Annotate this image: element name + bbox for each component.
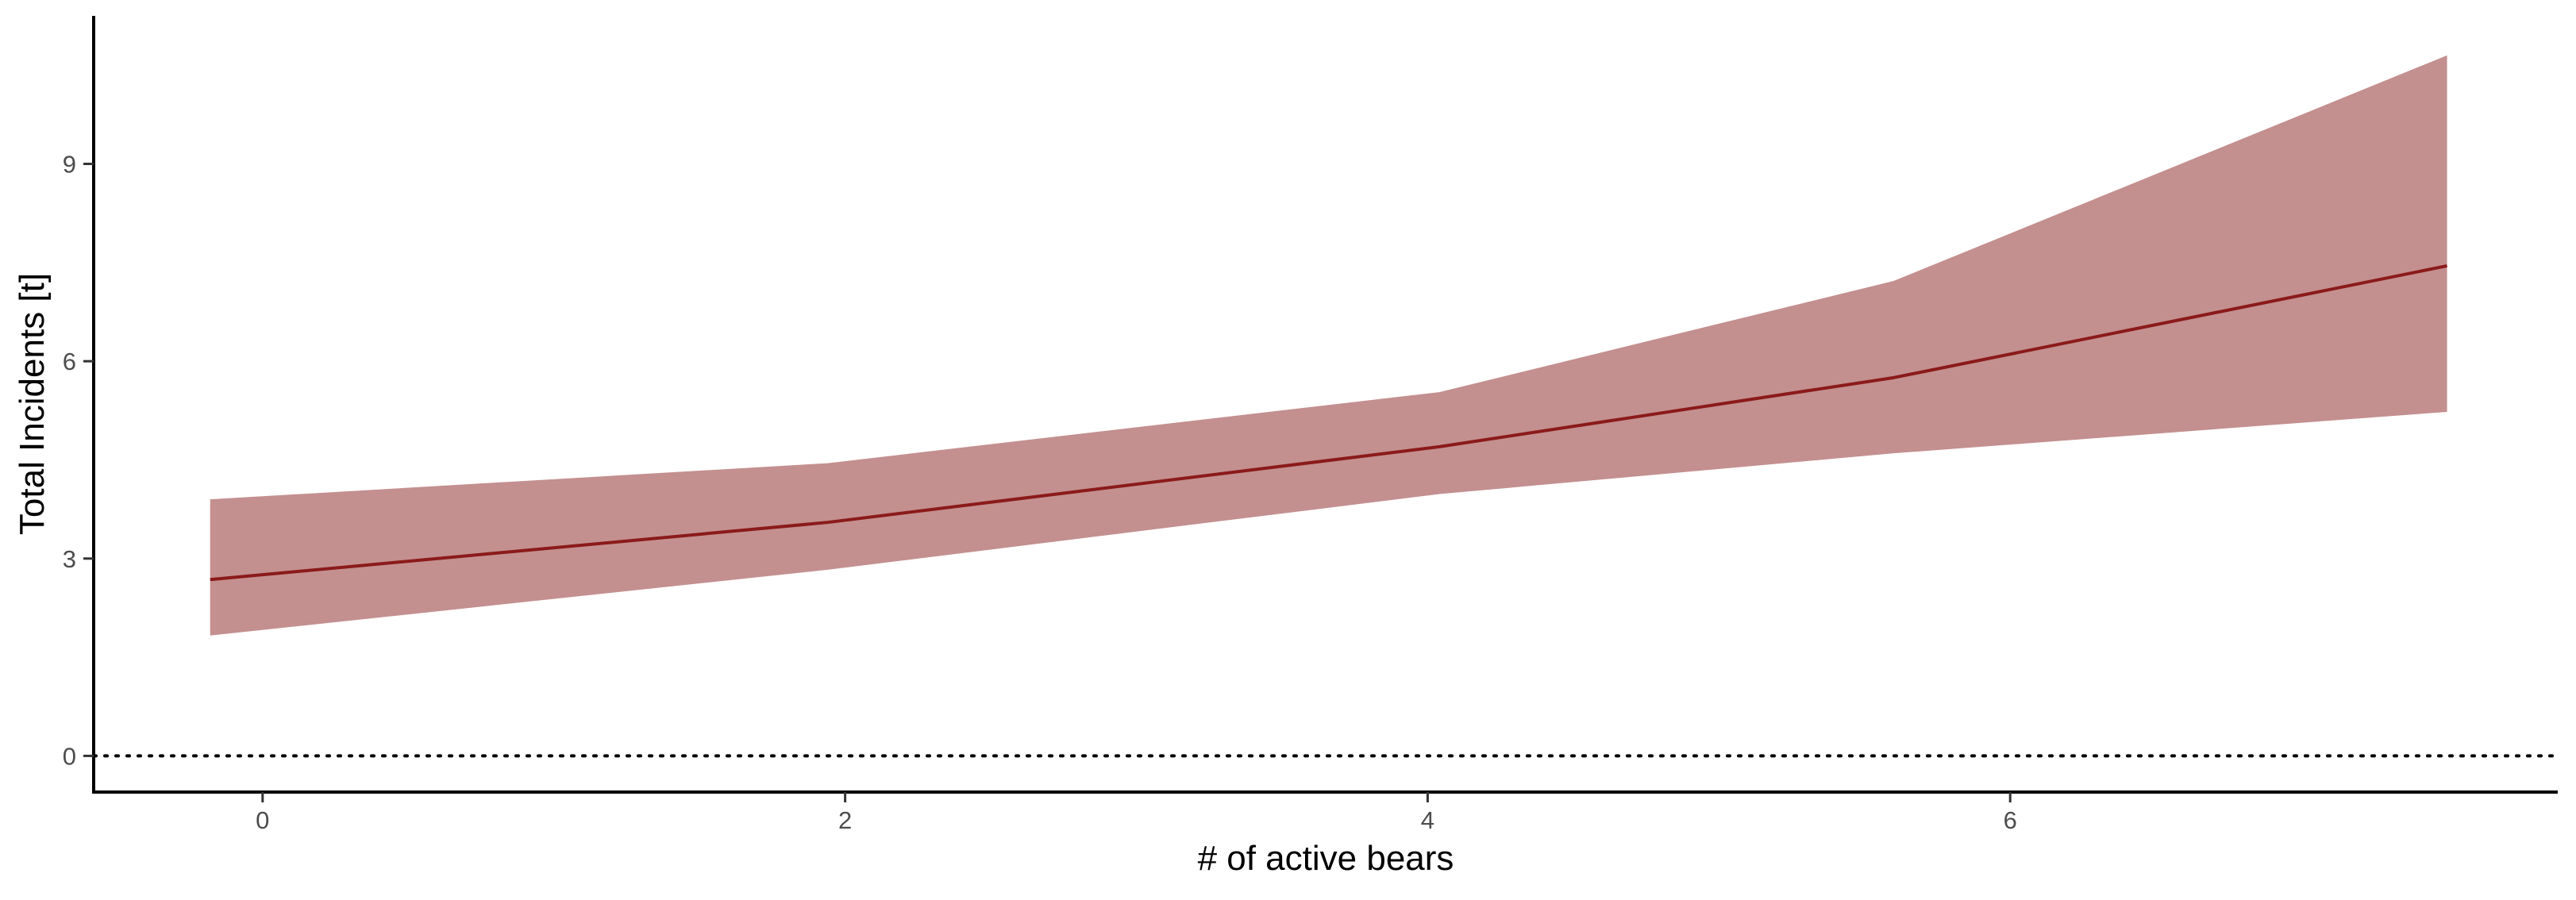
x-axis-title: # of active bears (1198, 839, 1454, 878)
series-line-layer (210, 263, 2447, 582)
confidence-band (210, 55, 2447, 636)
confidence-band-layer (210, 55, 2447, 636)
series-line (210, 263, 2447, 582)
y-axis-title: Total Incidents [t] (13, 273, 52, 535)
x-tick-label: 2 (838, 806, 852, 834)
y-tick-label: 9 (63, 150, 76, 178)
x-tick-label: 6 (2004, 806, 2017, 834)
x-tick-label: 0 (256, 806, 269, 834)
y-tick-label: 3 (63, 545, 76, 573)
y-tick-label: 0 (63, 742, 76, 770)
x-tick-label: 4 (1421, 806, 1434, 834)
tick-layer: 0 3 6 9 0 2 4 6 (63, 150, 2017, 834)
y-tick-label: 6 (63, 348, 76, 375)
axes (92, 16, 2558, 794)
